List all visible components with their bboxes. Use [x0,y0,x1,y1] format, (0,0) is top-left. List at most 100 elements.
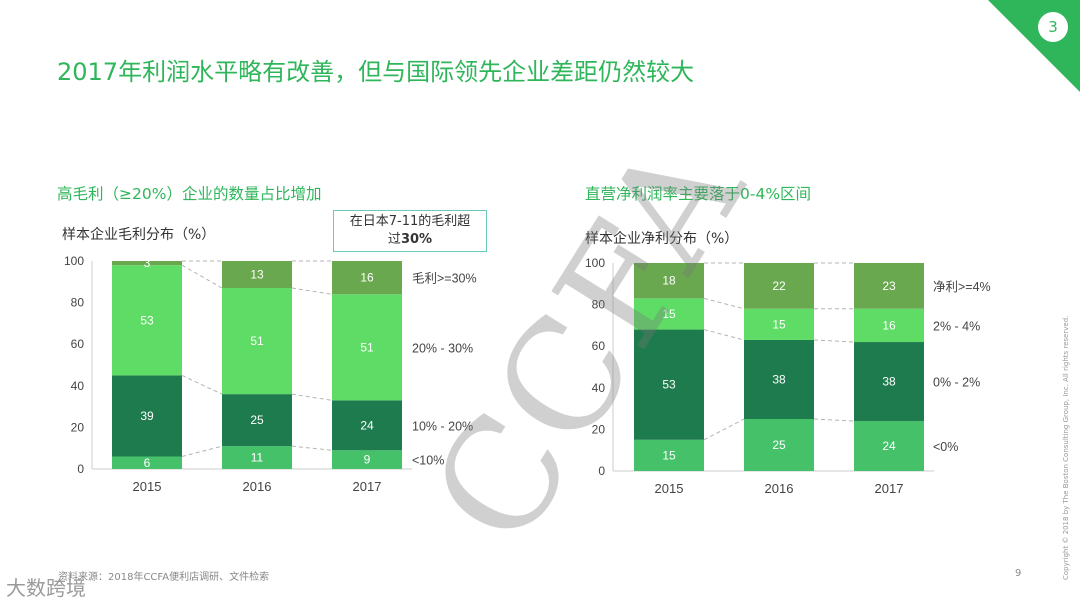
net-bar-segment [854,342,924,422]
net-bar-segment [854,263,924,309]
net-ytick-label: 20 [592,422,606,436]
gross-bar-segment [332,450,402,469]
net-ytick-label: 80 [592,298,606,312]
net-bar-segment [744,263,814,309]
right-chart-caption: 样本企业净利分布（%） [585,231,739,247]
gross-data-label: 51 [360,340,374,354]
gross-bar-segment [222,288,292,395]
gross-bar-segment [222,446,292,469]
net-series-label: 2% - 4% [933,319,980,333]
callout-box: 在日本7-11的毛利超 过30% [333,210,487,252]
gross-bar-segment [332,294,402,401]
net-data-label: 23 [882,279,896,293]
gross-data-label: 6 [144,456,151,470]
net-data-label: 25 [772,438,786,452]
gross-ytick-label: 100 [64,254,84,268]
net-connector [703,329,745,341]
gross-xtick-label: 2017 [353,479,382,494]
gross-data-label: 11 [251,451,264,465]
gross-data-label: 24 [360,418,374,432]
gross-data-label: 16 [360,271,374,285]
gross-series-label: <10% [412,454,444,468]
net-ytick-label: 40 [592,381,606,395]
page-title: 2017年利润水平略有改善，但与国际领先企业差距仍然较大 [57,58,695,86]
gross-data-label: 25 [250,413,264,427]
gross-data-label: 13 [250,268,264,282]
net-data-label: 38 [882,375,896,389]
net-ytick-label: 60 [592,339,606,353]
net-bar-segment [744,339,814,419]
gross-bar-segment [332,400,402,451]
net-xtick-label: 2016 [765,481,794,496]
net-data-label: 15 [662,307,676,321]
net-xtick-label: 2017 [875,481,904,496]
gross-bar-segment [112,456,182,469]
net-series-label: 0% - 2% [933,376,980,390]
gross-ytick-label: 20 [71,420,85,434]
gross-data-label: 51 [250,334,264,348]
gross-connector [291,393,333,401]
net-bar-segment [634,298,704,330]
net-bar-segment [744,419,814,471]
net-series-label: 净利>=4% [933,280,991,294]
gross-ytick-label: 80 [71,296,85,310]
net-data-label: 16 [882,318,896,332]
gross-data-label: 9 [364,453,371,467]
page-number: 9 [1015,568,1022,579]
net-data-label: 38 [772,372,786,386]
gross-data-label: 39 [140,409,154,423]
net-bar-segment [634,439,704,471]
gross-ytick-label: 40 [71,379,85,393]
gross-xtick-label: 2015 [133,479,162,494]
net-bar-segment [634,329,704,440]
left-chart-caption: 样本企业毛利分布（%） [62,227,216,243]
gross-xtick-label: 2016 [243,479,272,494]
gross-bar-segment [112,261,182,266]
net-ytick-label: 0 [598,464,605,478]
net-data-label: 22 [772,279,786,293]
net-data-label: 15 [772,317,786,331]
gross-bar-segment [222,261,292,289]
gross-connector [291,445,333,451]
logo: 大数跨境 [6,576,86,600]
gross-ytick-label: 60 [71,337,85,351]
gross-connector [181,445,223,458]
left-subtitle: 高毛利（≥20%）企业的数量占比增加 [57,185,322,203]
net-data-label: 15 [662,448,676,462]
gross-connector [181,264,223,289]
gross-connector [181,374,223,395]
gross-bar-segment [222,394,292,447]
footnote: 资料来源：2018年CCFA便利店调研、文件检索 [58,572,270,583]
gross-bar-segment [332,261,402,295]
gross-series-label: 10% - 20% [412,419,473,433]
net-series-label: <0% [933,440,958,454]
net-ytick-label: 100 [585,256,605,270]
net-connector [703,418,745,441]
corner-triangle [988,0,1080,92]
gross-series-label: 20% - 30% [412,341,473,355]
page-badge: 3 [1038,12,1068,42]
net-xtick-label: 2015 [655,481,684,496]
net-data-label: 24 [882,439,896,453]
net-bar-segment [854,421,924,471]
net-connector [813,418,855,422]
right-subtitle: 直营净利润率主要落于0-4%区间 [585,185,812,203]
gross-data-label: 53 [140,313,154,327]
gross-ytick-label: 0 [77,462,84,476]
net-bar-segment [744,308,814,340]
net-bar-segment [854,308,924,343]
gross-bar-segment [112,265,182,376]
callout-line1: 在日本7-11的毛利超 [349,214,471,229]
net-data-label: 18 [662,274,676,288]
net-data-label: 53 [662,378,676,392]
gross-bar-segment [112,375,182,457]
callout-line2: 过30% [334,231,486,249]
copyright-text: Copyright © 2018 by The Boston Consultin… [1062,315,1070,580]
net-bar-segment [634,263,704,299]
callout-bold: 30% [400,232,433,247]
gross-data-label: 3 [144,256,151,270]
gross-series-label: 毛利>=30% [412,272,477,286]
net-connector [813,339,855,343]
callout-prefix: 过 [387,232,401,247]
